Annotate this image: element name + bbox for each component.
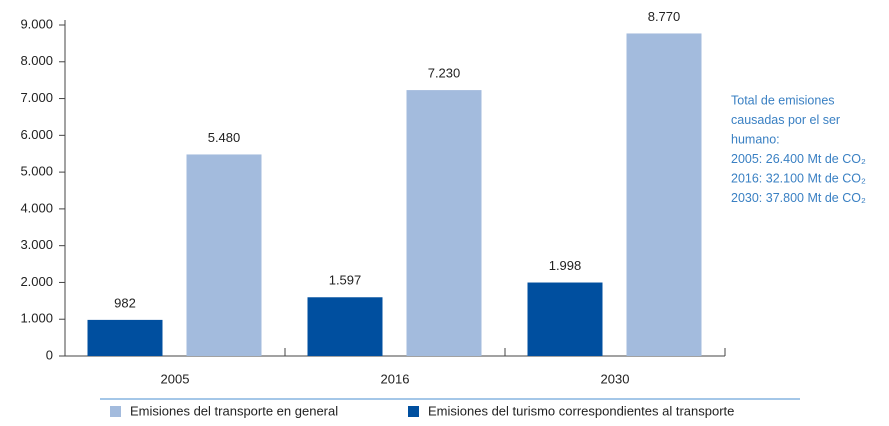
bar [186,154,262,356]
bar [626,33,702,356]
x-tick-label: 2005 [161,371,190,386]
annotation: 2030: 37.800 Mt de CO₂ [731,191,866,205]
value-label: 8.770 [648,9,681,24]
value-label: 5.480 [208,130,241,145]
y-tick-label: 5.000 [20,164,53,179]
x-tick-label: 2016 [381,371,410,386]
y-tick-label: 1.000 [20,311,53,326]
value-label: 1.998 [549,258,582,273]
y-tick-label: 9.000 [20,16,53,31]
bar [406,90,482,356]
bar [87,319,163,356]
annotation: 2005: 26.400 Mt de CO₂ [731,152,866,166]
annotation: Total de emisiones [731,93,835,107]
annotation: humano: [731,132,780,146]
y-tick-label: 0 [46,347,53,362]
legend-label: Emisiones del transporte en general [130,403,338,418]
value-label: 1.597 [329,273,362,288]
y-tick-label: 8.000 [20,53,53,68]
value-label: 7.230 [428,66,461,81]
y-tick-label: 2.000 [20,274,53,289]
legend-swatch [408,406,419,417]
bar [307,297,383,356]
annotation: causadas por el ser [731,113,840,127]
annotation: 2016: 32.100 Mt de CO₂ [731,171,866,185]
legend-label: Emisiones del turismo correspondientes a… [428,403,734,418]
value-label: 982 [114,295,136,310]
y-tick-label: 6.000 [20,127,53,142]
x-tick-label: 2030 [601,371,630,386]
y-tick-label: 4.000 [20,200,53,215]
y-tick-label: 7.000 [20,90,53,105]
bar [527,282,603,356]
y-tick-label: 3.000 [20,237,53,252]
legend-swatch [110,406,121,417]
